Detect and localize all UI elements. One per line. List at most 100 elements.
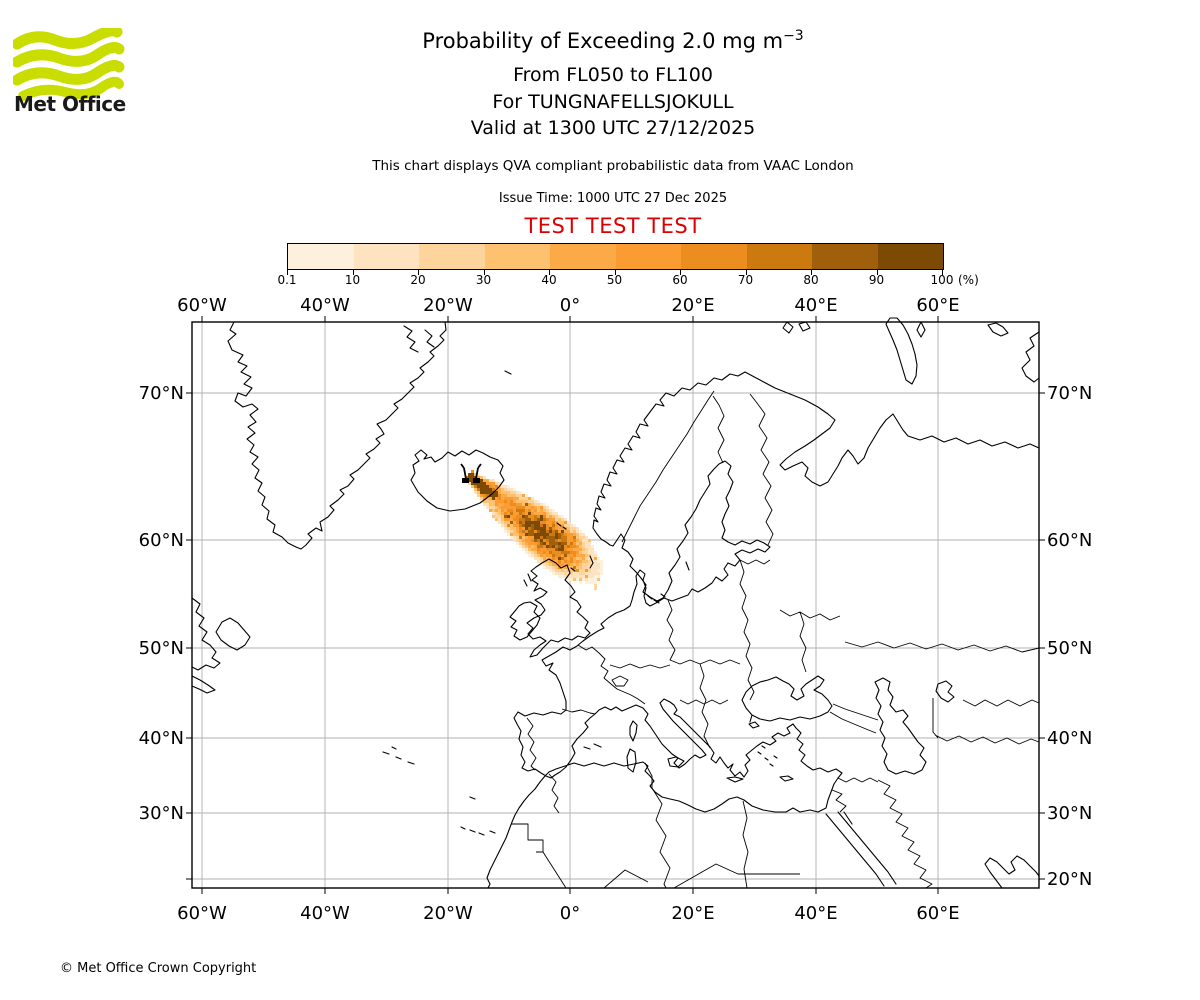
lat-label-left: 60°N	[139, 530, 184, 551]
lat-label-right: 30°N	[1047, 803, 1092, 824]
colorbar-tick	[549, 270, 550, 275]
lon-label-top: 40°E	[794, 295, 837, 316]
subtitle-valid-time: Valid at 1300 UTC 27/12/2025	[470, 117, 756, 139]
gridline-path	[192, 322, 1039, 888]
colorbar-unit: (%)	[958, 273, 979, 287]
colorbar-segment-4	[484, 244, 550, 269]
colorbar-tick-label: 30	[475, 273, 492, 287]
border-russia-kazakhstan	[779, 609, 1040, 745]
coastline-canada	[191, 597, 251, 694]
coastline-arctic-russia	[1021, 331, 1040, 383]
lat-label-right: 50°N	[1047, 638, 1092, 659]
colorbar-tick	[483, 270, 485, 275]
border-middle-east	[831, 777, 933, 889]
lat-label-left: 40°N	[139, 728, 184, 749]
coastline-svalbard	[782, 321, 811, 334]
coastline-black-sea	[741, 675, 833, 729]
lat-label-left: 70°N	[139, 383, 184, 404]
lat-label-right: 60°N	[1047, 530, 1092, 551]
colorbar-segment-2	[353, 244, 419, 269]
coastline-iceland	[410, 449, 505, 512]
lat-label-right: 40°N	[1047, 728, 1092, 749]
colorbar-tick	[942, 270, 943, 275]
page-title: Probability of Exceeding 2.0 mg m−3	[422, 28, 804, 53]
lon-label-bottom: 40°W	[300, 903, 350, 924]
colorbar-tick-label: 0.1	[277, 273, 297, 287]
colorbar-tick-label: 20	[410, 273, 426, 287]
coastline-denmark-islands	[647, 561, 690, 604]
coastline-ireland	[509, 601, 541, 641]
lon-label-top: 0°	[560, 295, 580, 316]
border-caucasus	[829, 703, 879, 734]
border-central-europe	[609, 599, 741, 669]
coastline-britain	[526, 558, 591, 658]
border-north-africa	[511, 762, 800, 889]
colorbar-tick-label: 50	[606, 273, 623, 287]
map-frame	[191, 321, 1040, 889]
colorbar-segment-1	[288, 244, 354, 269]
colorbar-tick-label: 100	[930, 273, 954, 287]
coastline-greenland-fjords	[403, 325, 435, 353]
colorbar-segment-5	[550, 244, 616, 269]
colorbar-tick-label: 90	[868, 273, 885, 287]
colorbar-tick	[811, 270, 812, 275]
lon-label-bottom: 60°E	[916, 903, 959, 924]
coastline-mediterranean-islands	[583, 720, 794, 783]
title-superscript: −3	[783, 28, 804, 44]
met-office-logo-text: Met Office	[14, 92, 126, 116]
colorbar-tick-label: 80	[803, 273, 819, 287]
volcano-marker	[460, 463, 482, 483]
map-axis-labels: 60°W 40°W 20°W 0° 20°E 40°E 60°E 60°W 40°W 20°W 0°…	[139, 295, 1093, 924]
lon-label-bottom: 20°W	[423, 903, 473, 924]
probability-colorbar	[287, 243, 944, 270]
border-iberia	[526, 708, 596, 771]
lon-label-top: 40°W	[300, 295, 350, 316]
coastline-atlantic-islands	[382, 746, 496, 836]
country-borders	[511, 390, 1040, 889]
lat-label-left: 50°N	[139, 638, 184, 659]
coastline-caspian-sea	[874, 677, 927, 775]
test-banner: TEST TEST TEST	[524, 214, 702, 238]
lat-label-right: 20°N	[1047, 869, 1092, 890]
qva-compliance-note: This chart displays QVA compliant probab…	[372, 158, 854, 174]
coastline-continent	[486, 371, 1040, 889]
colorbar-tick	[418, 270, 419, 275]
colorbar-tick	[680, 270, 681, 275]
colorbar-tick	[876, 270, 878, 275]
coastline-faroes	[556, 522, 567, 530]
frame-tick-path	[186, 316, 1045, 894]
lon-label-top: 20°E	[671, 295, 714, 316]
met-office-logo	[11, 25, 143, 118]
coastline-greenland	[227, 321, 447, 550]
lat-label-right: 70°N	[1047, 383, 1092, 404]
coastline-hebrides	[523, 573, 532, 587]
lon-label-bottom: 0°	[560, 903, 580, 924]
lon-label-top: 20°W	[423, 295, 473, 316]
colorbar-segment-6	[615, 244, 681, 269]
colorbar-tick-label: 40	[541, 273, 557, 287]
colorbar-tick-label: 10	[344, 273, 361, 287]
coastline-red-sea	[825, 811, 897, 887]
colorbar-segment-10	[877, 244, 943, 269]
colorbar-tick	[614, 270, 616, 275]
graticule-gridlines	[192, 322, 1039, 888]
lon-label-bottom: 20°E	[671, 903, 714, 924]
colorbar-tick-label: 60	[672, 273, 688, 287]
colorbar-tick	[352, 270, 354, 275]
border-western-europe	[577, 644, 646, 705]
subtitle-volcano: For TUNGNAFELLSJOKULL	[492, 91, 734, 113]
colorbar-segment-7	[681, 244, 747, 269]
coastline-jan-mayen	[504, 370, 512, 375]
colorbar-tick	[287, 270, 288, 275]
coastline-novaya-zemlya	[885, 317, 1009, 385]
colorbar-segment-3	[419, 244, 485, 269]
coastline-aral-sea	[935, 680, 955, 703]
map-frame-ticks	[186, 316, 1045, 894]
ash-plume-probability-field	[465, 470, 603, 590]
subtitle-flight-levels: From FL050 to FL100	[513, 64, 713, 86]
copyright-notice: © Met Office Crown Copyright	[60, 961, 257, 976]
colorbar-segment-8	[746, 244, 812, 269]
met-office-logo-waves-icon	[11, 25, 125, 101]
